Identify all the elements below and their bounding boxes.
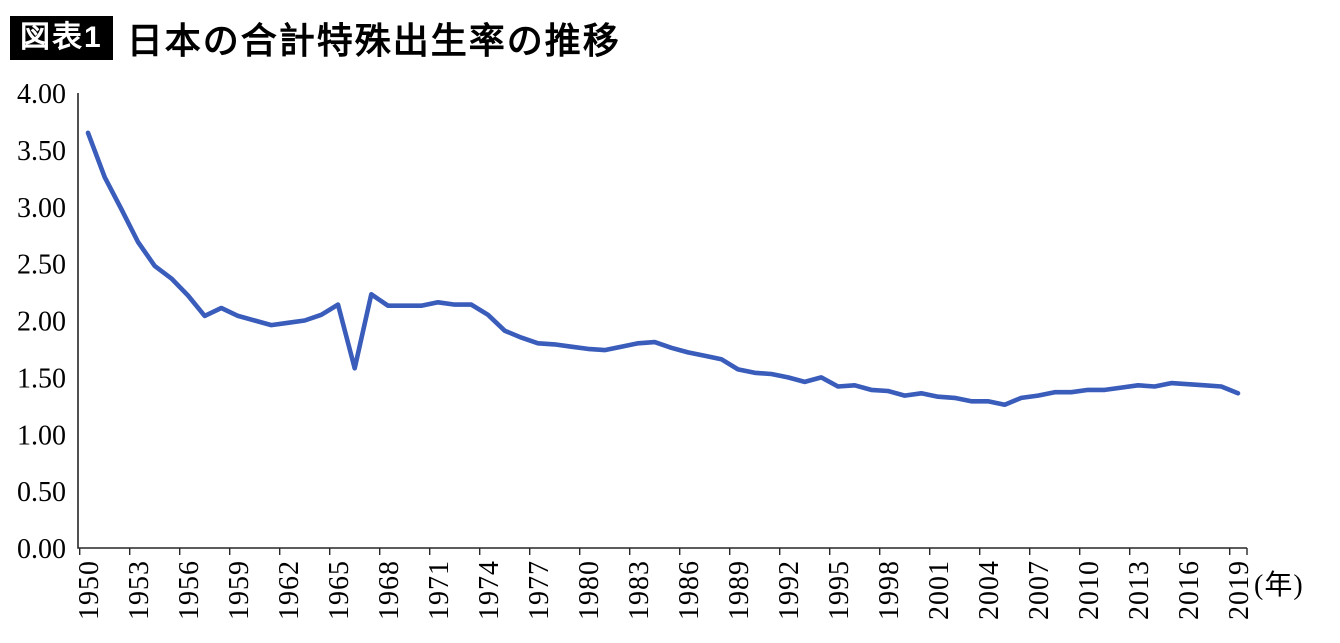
y-axis-label: 4.00 bbox=[17, 79, 66, 110]
x-axis-label: 1986 bbox=[674, 560, 705, 620]
x-axis-label: 2001 bbox=[924, 560, 955, 620]
y-axis-label: 0.00 bbox=[17, 534, 66, 565]
x-axis-label: 1998 bbox=[874, 560, 905, 620]
x-axis-label: 1971 bbox=[424, 560, 455, 620]
x-axis-label: 1995 bbox=[824, 560, 855, 620]
x-axis-label: 1983 bbox=[624, 560, 655, 620]
x-axis-label: 1968 bbox=[374, 560, 405, 620]
x-axis-label: 2007 bbox=[1024, 560, 1055, 620]
figure-title: 日本の合計特殊出生率の推移 bbox=[126, 20, 621, 61]
x-axis-label: 2004 bbox=[974, 560, 1005, 620]
x-axis-label: 1965 bbox=[324, 560, 355, 620]
x-axis-unit-label: (年) bbox=[1254, 569, 1304, 601]
x-axis-label: 2019 bbox=[1224, 560, 1255, 620]
x-axis-label: 1956 bbox=[174, 560, 205, 620]
figure-header: 図表1 日本の合計特殊出生率の推移 bbox=[10, 12, 621, 64]
chart-axes bbox=[77, 93, 1247, 549]
y-axis-label: 1.00 bbox=[17, 420, 66, 451]
figure-number-badge: 図表1 bbox=[10, 16, 113, 60]
y-axis-label: 3.50 bbox=[17, 136, 66, 167]
y-axis-label: 2.50 bbox=[17, 250, 66, 281]
x-axis-label: 2013 bbox=[1124, 560, 1155, 620]
x-axis-label: 1992 bbox=[774, 560, 805, 620]
y-axis-label: 0.50 bbox=[17, 477, 66, 508]
y-axis-label: 2.00 bbox=[17, 307, 66, 338]
x-axis-label: 2010 bbox=[1074, 560, 1105, 620]
y-axis-label: 3.00 bbox=[17, 193, 66, 224]
x-axis-label: 1977 bbox=[524, 560, 555, 620]
x-axis-label: 2016 bbox=[1174, 560, 1205, 620]
y-axis-label: 1.50 bbox=[17, 363, 66, 394]
x-axis-label: 1974 bbox=[474, 560, 505, 620]
x-axis-label: 1980 bbox=[574, 560, 605, 620]
x-axis-label: 1950 bbox=[74, 560, 105, 620]
x-axis-label: 1962 bbox=[274, 560, 305, 620]
x-axis-label: 1959 bbox=[224, 560, 255, 620]
x-axis-label: 1989 bbox=[724, 560, 755, 620]
x-axis-label: 1953 bbox=[124, 560, 155, 620]
fertility-rate-line bbox=[85, 130, 1241, 408]
